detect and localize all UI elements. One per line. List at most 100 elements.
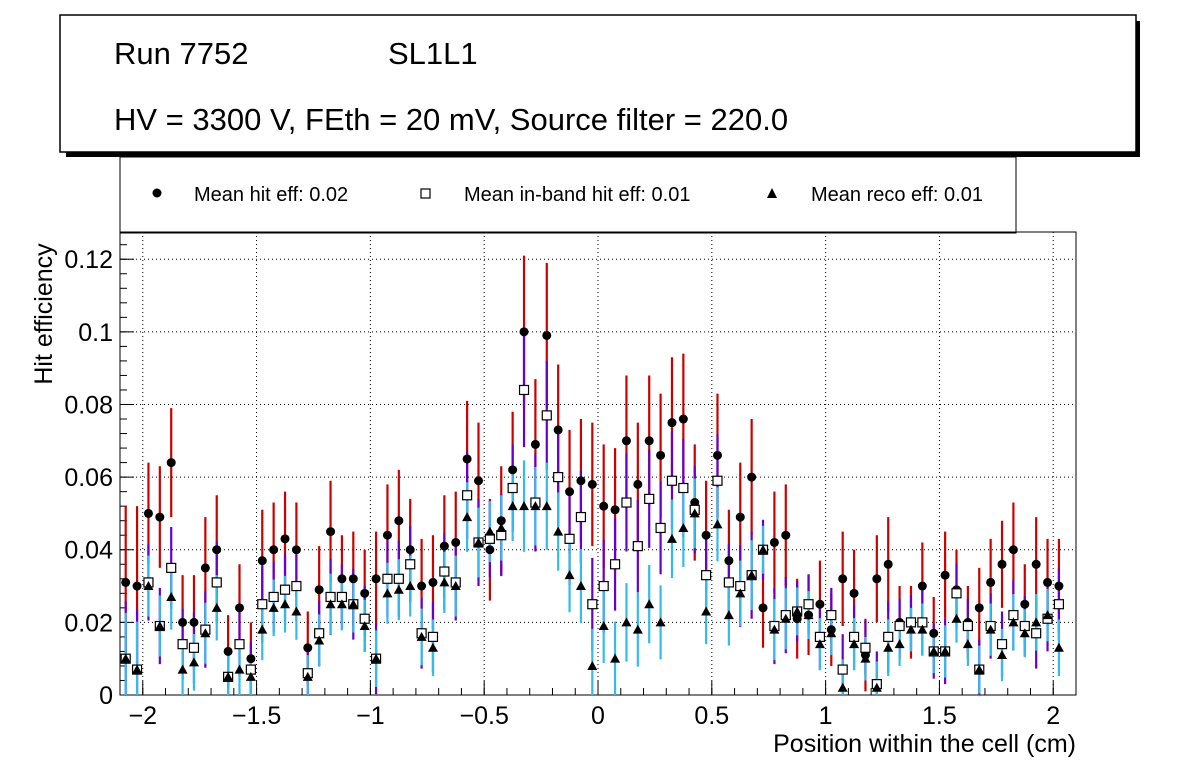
hit-point [428,577,438,587]
hit-point [633,479,643,489]
hit-point [1031,559,1041,569]
inband-point [655,522,666,534]
x-tick-label: −1 [356,702,385,730]
y-axis: 0 0.02 0.04 0.06 0.08 0.1 0.12 [64,244,134,710]
hit-point [838,574,848,584]
reco-point [553,526,564,536]
inband-point [803,599,814,610]
hit-point [314,585,324,595]
hit-point [701,530,711,540]
inband-point [996,639,1008,650]
hit-point [758,603,768,613]
reco-point [871,682,882,692]
reco-point [746,570,757,580]
inband-point [712,475,723,486]
hit-point [269,545,279,555]
x-tick-label: −1.5 [232,702,281,730]
legend-reco-label: Mean reco eff: 0.01 [811,184,983,206]
hit-point [462,454,472,464]
hit-point [178,617,188,627]
inband-point [666,475,678,486]
reco-point [837,682,848,692]
hit-point [713,450,722,460]
inband-point [883,631,894,642]
hit-point [166,458,176,468]
hit-point [678,414,688,424]
reco-point [143,581,154,591]
inband-point [644,493,655,505]
hit-point [189,617,199,627]
legend: Mean hit eff: 0.02 Mean in-band hit eff:… [119,156,1017,234]
hit-point [405,545,415,555]
hit-point [849,588,859,598]
inband-point [678,482,689,494]
reco-point [336,599,347,609]
hit-point [553,425,563,435]
legend-hit-marker [152,188,162,198]
reco-point [735,588,746,598]
reco-point [382,588,393,598]
hit-point [542,330,552,340]
reco-point [826,628,837,638]
reco-point [564,570,575,580]
inband-point [587,599,598,610]
reco-point [519,501,530,511]
run-label: Run 7752 [114,36,248,71]
inband-point [393,573,404,584]
reco-point [598,621,609,631]
hit-point [439,541,449,551]
hit-point [143,508,153,518]
inband-point [507,482,518,494]
plot-frame [119,231,1077,696]
x-tick-label: 0.5 [694,702,729,730]
hit-point [257,556,267,566]
hit-point [121,577,131,587]
legend-inband-marker [420,188,431,199]
inband-point [1053,599,1065,610]
reco-point [154,621,165,631]
inband-point [575,511,587,523]
inband-point [632,541,643,552]
hit-point [360,588,370,598]
hit-point [200,563,210,573]
reco-point [792,606,803,616]
reco-point [541,501,552,511]
hit-point [132,581,142,591]
hit-point [769,537,779,547]
reco-point [723,610,734,620]
inband-point [518,384,530,396]
hit-point [815,599,825,609]
inband-point [701,570,712,581]
reco-point [621,617,632,627]
hit-point [235,603,244,613]
reco-point [1019,628,1030,638]
hit-point [997,559,1007,569]
inband-point [621,497,632,508]
y-tick-label: 0.04 [64,537,113,565]
reco-point [291,606,302,616]
hit-point [974,603,984,613]
hit-point [735,512,745,522]
hit-point [724,556,734,566]
hit-point [610,505,620,515]
x-tick-label: 1.5 [922,702,957,730]
y-tick-label: 0.08 [64,391,113,419]
inband-point [166,562,177,574]
hit-point [1054,581,1064,591]
hit-point [371,574,381,584]
reco-point [985,624,996,634]
hit-point [986,577,996,587]
hit-point [280,534,290,544]
reco-point [689,508,700,518]
inband-point [723,577,734,588]
y-tick-label: 0.06 [64,464,113,492]
hit-point [212,545,222,555]
reco-point [1008,617,1019,627]
hit-point [621,436,631,446]
reco-point [769,624,780,634]
layer-label: SL1L1 [388,36,478,71]
reco-point [132,664,143,674]
reco-point [1042,610,1053,620]
hit-point [656,450,666,460]
